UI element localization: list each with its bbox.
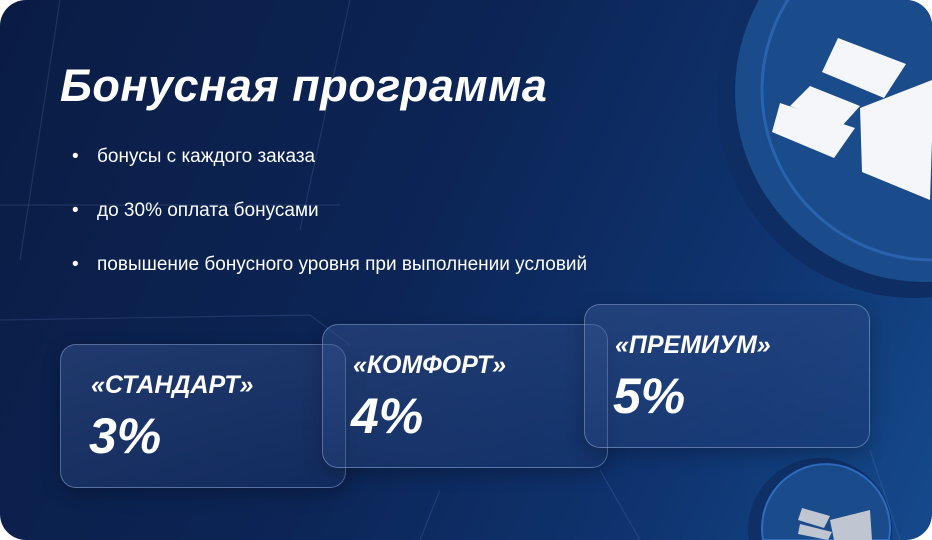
- level-name: «СТАНДАРТ»: [91, 371, 254, 399]
- bullet-dot: •: [72, 200, 79, 221]
- list-item: • до 30% оплата бонусами: [72, 197, 587, 251]
- level-card-standard: «СТАНДАРТ» 3%: [60, 344, 346, 488]
- bullet-dot: •: [72, 146, 79, 167]
- coin-logo-icon: [717, 0, 932, 298]
- list-item: • повышение бонусного уровня при выполнен…: [72, 251, 587, 305]
- level-percent: 3%: [89, 408, 162, 464]
- level-name: «ПРЕМИУМ»: [615, 331, 771, 359]
- level-percent: 5%: [613, 368, 686, 424]
- benefits-list: • бонусы с каждого заказа • до 30% оплата …: [72, 143, 587, 305]
- page-title: Бонусная программа: [60, 60, 548, 111]
- level-card-comfort: «КОМФОРТ» 4%: [322, 324, 608, 468]
- bullet-dot: •: [72, 254, 79, 275]
- level-percent: 4%: [351, 388, 424, 444]
- level-card-premium: «ПРЕМИУМ» 5%: [584, 304, 870, 448]
- small-coin-logo-icon: [748, 457, 892, 540]
- list-item: • бонусы с каждого заказа: [72, 143, 587, 197]
- level-name: «КОМФОРТ»: [353, 351, 507, 379]
